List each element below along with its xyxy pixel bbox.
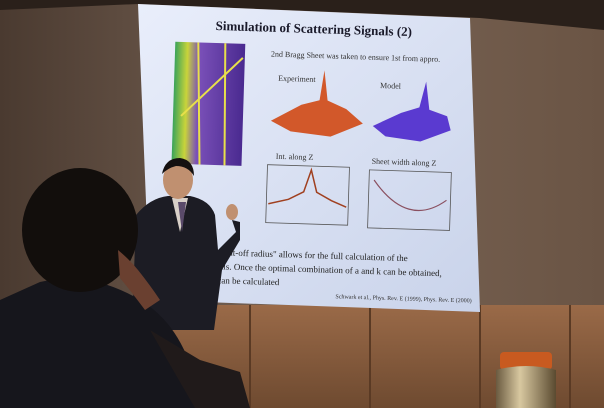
page: Simulation of Scattering Signals (2) 2nd… (0, 0, 604, 408)
hand (226, 204, 238, 220)
panel-label: Experiment (278, 74, 316, 84)
panel-label: Int. along Z (276, 152, 314, 162)
photo: Simulation of Scattering Signals (2) 2nd… (0, 0, 604, 408)
bottle (496, 352, 556, 408)
panel-label: Model (380, 81, 402, 91)
colormap (172, 42, 246, 166)
bottle-body (496, 366, 556, 408)
